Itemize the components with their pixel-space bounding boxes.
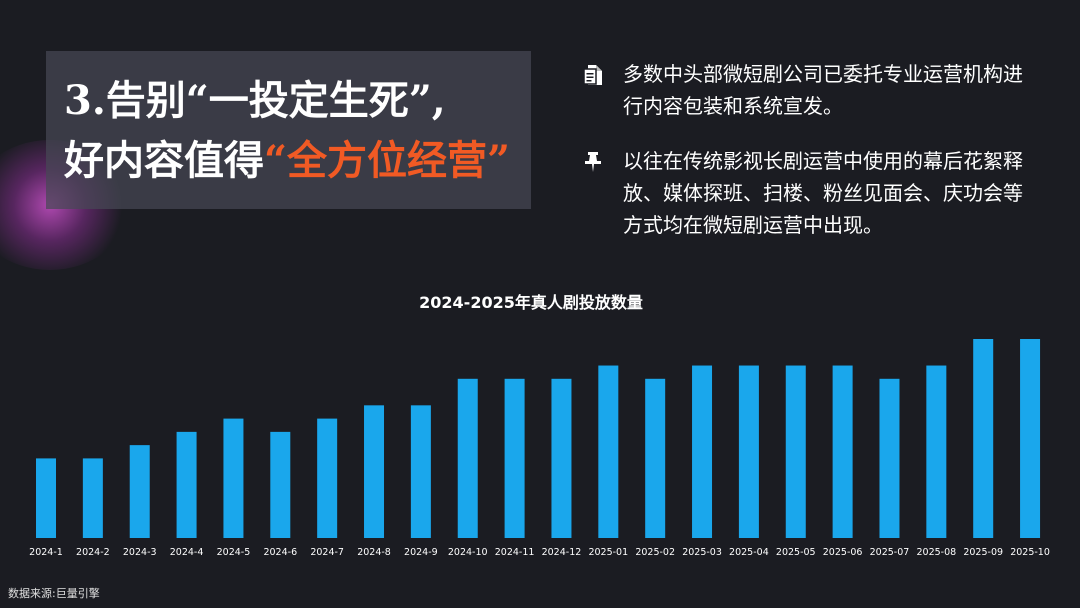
bar-2025-02: [645, 378, 666, 538]
bar-2025-06: [832, 365, 853, 538]
x-tick-label: 2024-7: [310, 547, 344, 558]
x-tick-label: 2024-1: [29, 547, 63, 558]
bar-2025-04: [738, 365, 759, 538]
chart-title: 2024-2025年真人剧投放数量: [419, 293, 643, 312]
x-tick-label: 2024-11: [495, 547, 535, 558]
x-tick-label: 2025-02: [635, 547, 675, 558]
x-tick-label: 2024-3: [123, 547, 157, 558]
bullet-text: 以往在传统影视长剧运营中使用的幕后花絮释放、媒体探班、扫楼、粉丝见面会、庆功会等…: [623, 149, 1023, 237]
bar-2024-9: [410, 405, 431, 538]
x-tick-label: 2024-6: [263, 547, 297, 558]
pushpin-icon: [583, 151, 603, 173]
title-box: 3.告别“一投定生死”, 好内容值得“全方位经营”: [46, 51, 531, 209]
x-tick-label: 2024-4: [170, 547, 204, 558]
bar-2024-10: [457, 378, 478, 538]
document-icon: [583, 64, 603, 86]
bullet-text: 多数中头部微短剧公司已委托专业运营机构进行内容包装和系统宣发。: [623, 62, 1023, 118]
slide-title-line1: 3.告别“一投定生死”,: [64, 77, 446, 124]
bar-2025-10: [1020, 339, 1041, 538]
bar-2025-07: [879, 378, 900, 538]
bar-2024-6: [270, 431, 291, 538]
bar-2025-08: [926, 365, 947, 538]
bar-2024-8: [364, 405, 385, 538]
bar-2024-7: [317, 418, 338, 538]
x-tick-label: 2024-2: [76, 547, 110, 558]
x-tick-label: 2025-01: [588, 547, 628, 558]
x-tick-label: 2024-8: [357, 547, 391, 558]
bar-2025-05: [785, 365, 806, 538]
bar-2024-12: [551, 378, 572, 538]
data-source: 数据来源:巨量引擎: [8, 587, 100, 600]
x-tick-label: 2025-08: [916, 547, 956, 558]
bar-2025-09: [973, 339, 994, 538]
x-tick-label: 2024-5: [217, 547, 251, 558]
bar-2025-01: [598, 365, 619, 538]
x-tick-label: 2024-12: [542, 547, 582, 558]
x-tick-label: 2025-04: [729, 547, 769, 558]
bar-2024-5: [223, 418, 244, 538]
bar-2025-03: [692, 365, 713, 538]
x-tick-label: 2024-10: [448, 547, 488, 558]
title-accent: “全方位经营”: [264, 137, 511, 184]
bar-2024-3: [129, 445, 150, 538]
x-tick-label: 2025-03: [682, 547, 722, 558]
x-tick-label: 2025-05: [776, 547, 816, 558]
x-tick-label: 2025-07: [870, 547, 910, 558]
x-tick-label: 2025-09: [963, 547, 1003, 558]
x-tick-label: 2024-9: [404, 547, 438, 558]
bar-2024-2: [82, 458, 103, 538]
bar-2024-4: [176, 431, 197, 538]
x-tick-label: 2025-06: [823, 547, 863, 558]
x-tick-label: 2025-10: [1010, 547, 1050, 558]
bar-2024-11: [504, 378, 525, 538]
slide-title-line2: 好内容值得“全方位经营”: [64, 137, 510, 185]
title-prefix: 好内容值得: [64, 137, 264, 184]
bar-2024-1: [36, 458, 56, 538]
